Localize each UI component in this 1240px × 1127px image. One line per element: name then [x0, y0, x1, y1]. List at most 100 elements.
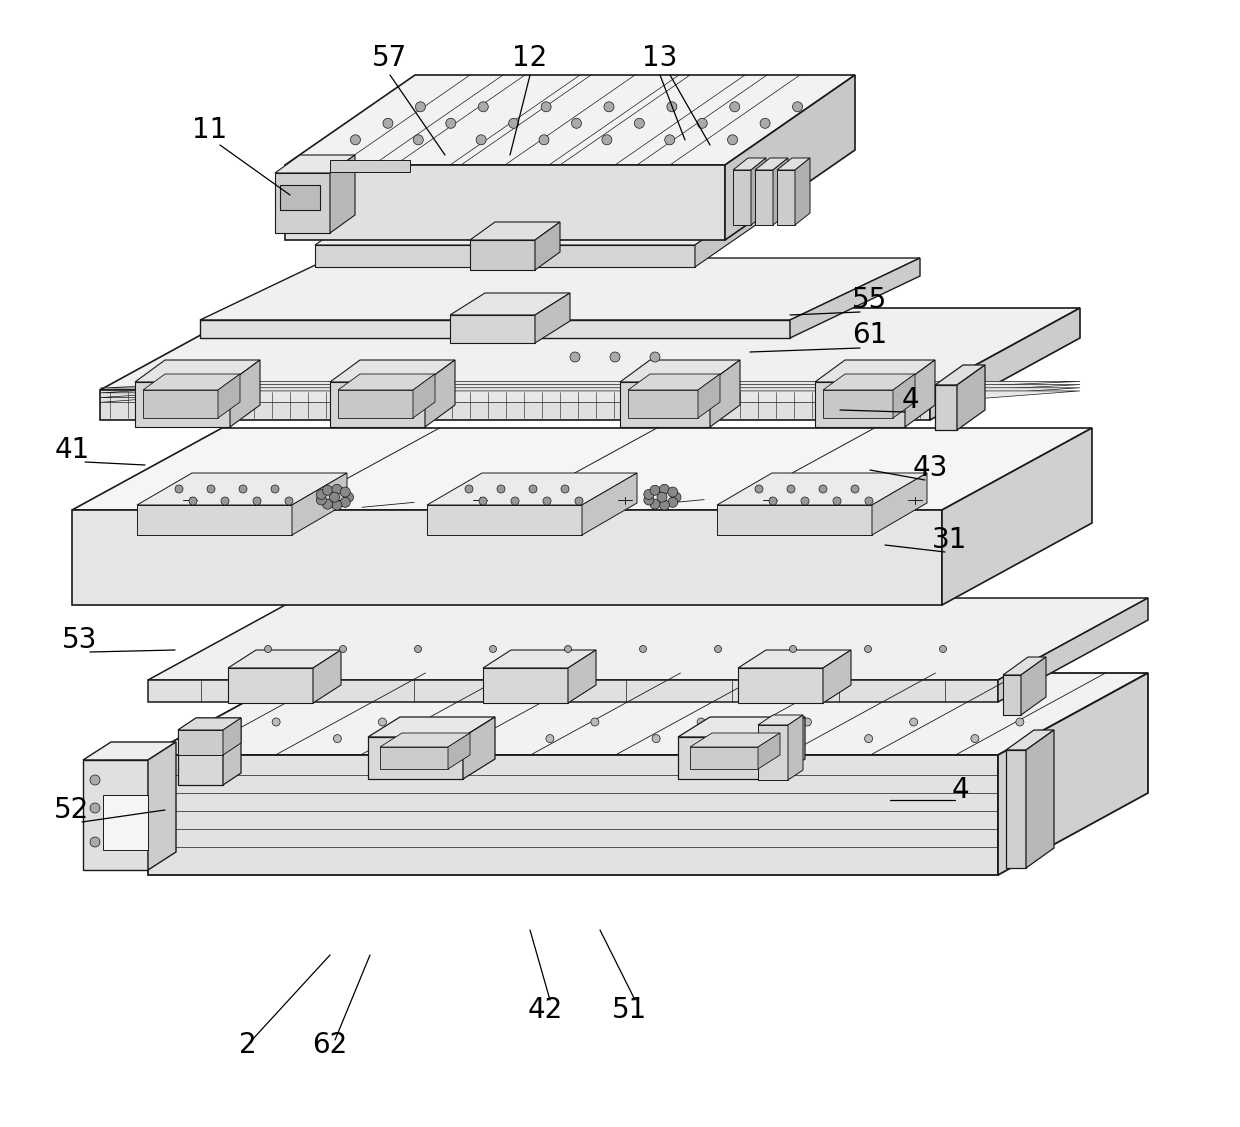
Text: 41: 41: [55, 436, 89, 464]
Polygon shape: [1003, 675, 1021, 715]
Polygon shape: [815, 360, 935, 382]
Circle shape: [971, 735, 978, 743]
Circle shape: [285, 497, 293, 505]
Polygon shape: [470, 240, 534, 270]
Polygon shape: [179, 718, 241, 730]
Circle shape: [601, 135, 611, 144]
Polygon shape: [368, 737, 463, 779]
Circle shape: [604, 101, 614, 112]
Polygon shape: [135, 360, 260, 382]
Polygon shape: [773, 717, 805, 779]
Circle shape: [1016, 718, 1024, 726]
Polygon shape: [694, 181, 786, 267]
Polygon shape: [275, 156, 355, 174]
Bar: [280, 185, 320, 210]
Polygon shape: [450, 316, 534, 343]
Circle shape: [546, 735, 554, 743]
Circle shape: [644, 495, 653, 505]
Polygon shape: [379, 747, 448, 769]
Polygon shape: [100, 308, 1080, 390]
Circle shape: [570, 352, 580, 362]
Polygon shape: [100, 384, 1080, 393]
Polygon shape: [179, 730, 223, 786]
Polygon shape: [148, 598, 1148, 680]
Polygon shape: [823, 374, 915, 390]
Circle shape: [446, 118, 456, 128]
Polygon shape: [315, 245, 694, 267]
Polygon shape: [200, 320, 790, 338]
Circle shape: [543, 497, 551, 505]
Circle shape: [239, 485, 247, 492]
Circle shape: [175, 485, 184, 492]
Polygon shape: [83, 760, 148, 870]
Polygon shape: [223, 718, 241, 755]
Text: 13: 13: [642, 44, 678, 72]
Circle shape: [760, 118, 770, 128]
Circle shape: [697, 718, 706, 726]
Circle shape: [790, 646, 796, 653]
Polygon shape: [143, 374, 241, 390]
Polygon shape: [1025, 730, 1054, 868]
Polygon shape: [773, 158, 787, 225]
Circle shape: [792, 101, 802, 112]
Polygon shape: [1003, 657, 1047, 675]
Circle shape: [864, 646, 872, 653]
Circle shape: [652, 735, 660, 743]
Polygon shape: [427, 473, 637, 505]
Circle shape: [91, 837, 100, 848]
Polygon shape: [678, 737, 773, 779]
Text: 51: 51: [613, 996, 647, 1024]
Polygon shape: [733, 158, 766, 170]
Polygon shape: [484, 650, 596, 668]
Circle shape: [316, 489, 326, 499]
Polygon shape: [582, 473, 637, 535]
Polygon shape: [143, 390, 218, 418]
Polygon shape: [1006, 749, 1025, 868]
Bar: [330, 160, 410, 172]
Polygon shape: [872, 473, 928, 535]
Circle shape: [650, 486, 660, 495]
Polygon shape: [100, 390, 930, 420]
Polygon shape: [368, 717, 495, 737]
Circle shape: [560, 485, 569, 492]
Text: 57: 57: [372, 44, 408, 72]
Circle shape: [91, 775, 100, 786]
Circle shape: [479, 497, 487, 505]
Circle shape: [479, 101, 489, 112]
Circle shape: [413, 135, 423, 144]
Polygon shape: [725, 76, 856, 240]
Circle shape: [541, 101, 551, 112]
Polygon shape: [285, 76, 856, 165]
Circle shape: [610, 352, 620, 362]
Circle shape: [801, 497, 808, 505]
Circle shape: [591, 718, 599, 726]
Polygon shape: [379, 733, 470, 747]
Circle shape: [864, 735, 873, 743]
Circle shape: [564, 646, 572, 653]
Circle shape: [759, 735, 766, 743]
Polygon shape: [136, 505, 291, 535]
Polygon shape: [738, 668, 823, 703]
Polygon shape: [135, 382, 229, 427]
Circle shape: [910, 718, 918, 726]
Polygon shape: [942, 428, 1092, 605]
Text: 31: 31: [932, 526, 967, 554]
Polygon shape: [275, 174, 330, 233]
Circle shape: [343, 492, 353, 503]
Polygon shape: [229, 360, 260, 427]
Polygon shape: [717, 505, 872, 535]
Polygon shape: [711, 360, 740, 427]
Polygon shape: [148, 742, 176, 870]
Polygon shape: [620, 360, 740, 382]
Polygon shape: [733, 170, 751, 225]
Circle shape: [833, 497, 841, 505]
Circle shape: [340, 497, 350, 507]
Polygon shape: [100, 388, 1080, 398]
Circle shape: [729, 101, 740, 112]
Polygon shape: [905, 360, 935, 427]
Circle shape: [465, 485, 472, 492]
Polygon shape: [1006, 730, 1054, 749]
Circle shape: [334, 735, 341, 743]
Polygon shape: [218, 374, 241, 418]
Circle shape: [227, 735, 236, 743]
